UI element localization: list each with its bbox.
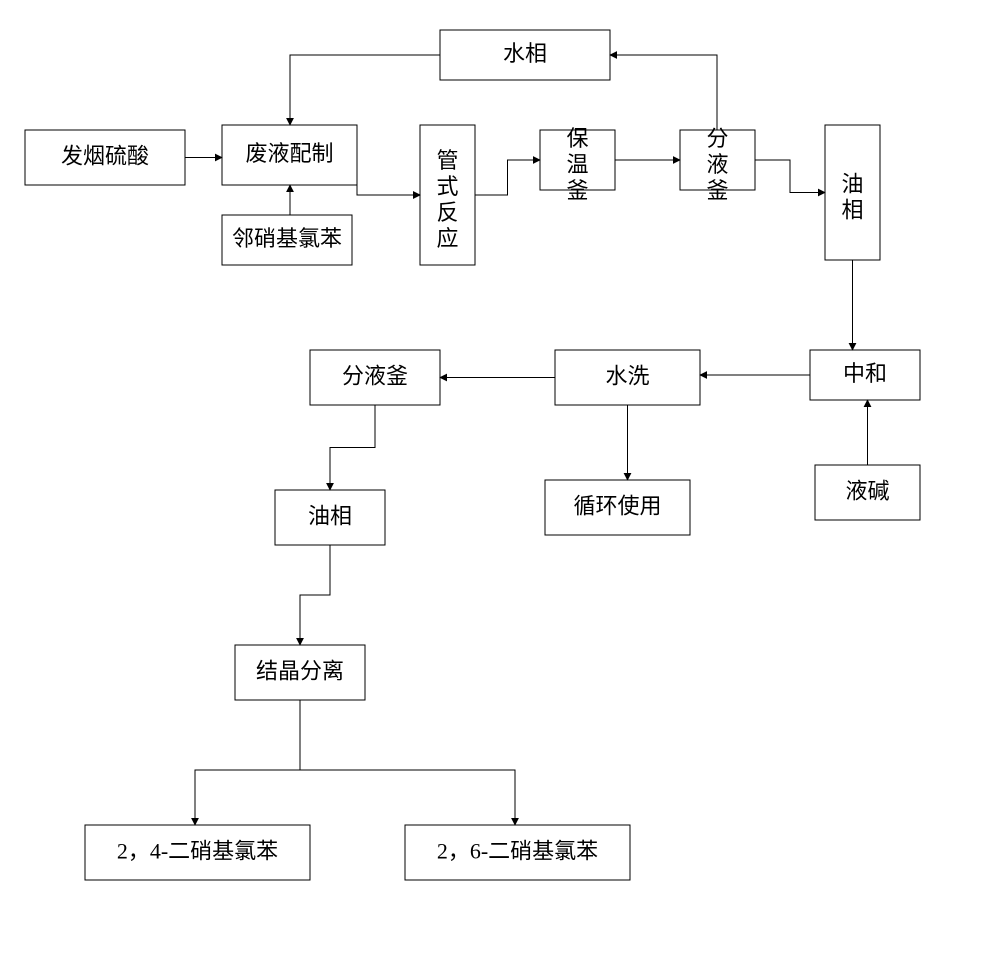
n_hold-label: 保 [566,126,588,151]
edge [357,155,420,195]
n_neut-label: 中和 [843,361,887,386]
n_26dncb-label: 2，6-二硝基氯苯 [437,839,598,864]
n_oil1-label: 油 [841,171,863,196]
n_cryst-label: 结晶分离 [256,659,344,684]
edge [755,160,825,193]
n_tube-label: 管 [436,148,458,173]
n_wash-label: 水洗 [605,364,649,389]
n_sep1-label: 釜 [706,178,728,203]
edge-waste-tube [357,155,420,195]
edge [330,405,375,490]
n_waste-label: 废液配制 [245,141,333,166]
edge [610,55,717,130]
n_sep2-label: 分液釜 [342,364,408,389]
n_24dncb-label: 2，4-二硝基氯苯 [117,839,278,864]
n_sep1-label: 液 [706,152,728,177]
n_tube-label: 式 [436,174,458,199]
n_recyc-label: 循环使用 [573,494,661,519]
edge [300,700,515,825]
n_naoh-label: 液碱 [845,479,889,504]
n_water-label: 水相 [503,41,547,66]
n_tube-label: 反 [436,200,458,225]
n_oncb-label: 邻硝基氯苯 [232,226,342,251]
n_tube-label: 应 [436,226,458,251]
n_hold-label: 温 [566,152,588,177]
n_oleum-label: 发烟硫酸 [61,144,149,169]
n_oil1-label: 相 [841,197,863,222]
edge [300,545,330,645]
edge [195,700,300,825]
n_oil2-label: 油相 [308,504,352,529]
edge [475,160,540,195]
edge [290,55,440,125]
n_hold-label: 釜 [566,178,588,203]
